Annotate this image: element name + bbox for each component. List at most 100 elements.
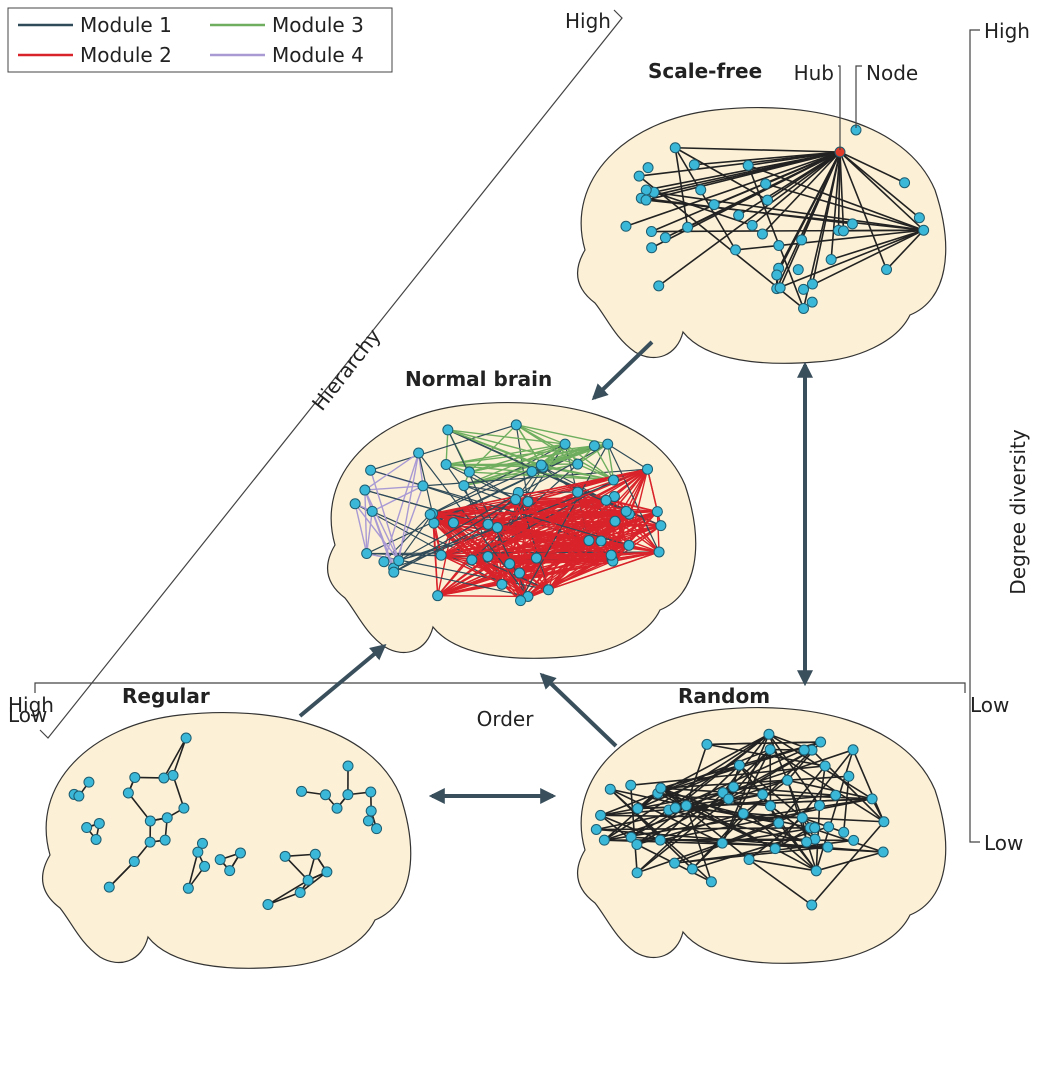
edge bbox=[432, 464, 542, 515]
node bbox=[830, 789, 842, 801]
edge bbox=[515, 424, 579, 465]
edge bbox=[437, 560, 614, 597]
node bbox=[669, 857, 681, 869]
edge bbox=[469, 445, 595, 473]
node bbox=[331, 802, 343, 814]
edge bbox=[515, 498, 658, 513]
node bbox=[823, 821, 835, 833]
edge bbox=[747, 165, 805, 309]
edge bbox=[802, 816, 884, 823]
node bbox=[129, 771, 141, 783]
node bbox=[279, 850, 291, 862]
node bbox=[810, 865, 822, 877]
node bbox=[806, 278, 818, 290]
node bbox=[825, 254, 837, 266]
node bbox=[365, 805, 377, 817]
node bbox=[877, 846, 889, 858]
node bbox=[361, 548, 373, 560]
node bbox=[796, 812, 808, 824]
node bbox=[837, 225, 849, 237]
node bbox=[609, 515, 621, 527]
edge bbox=[722, 792, 817, 872]
node bbox=[83, 776, 95, 788]
node bbox=[655, 520, 667, 532]
edge bbox=[600, 814, 661, 841]
edge bbox=[706, 741, 821, 746]
edge bbox=[802, 816, 844, 834]
node bbox=[510, 494, 522, 506]
edge bbox=[440, 554, 549, 591]
edge bbox=[527, 510, 627, 598]
node bbox=[144, 815, 156, 827]
node bbox=[792, 264, 804, 276]
node bbox=[659, 232, 671, 244]
edge bbox=[612, 551, 660, 562]
edge bbox=[646, 469, 659, 512]
edge bbox=[830, 229, 924, 261]
node bbox=[161, 812, 173, 824]
node bbox=[458, 480, 470, 492]
node bbox=[625, 779, 637, 791]
edge bbox=[447, 429, 578, 465]
edge bbox=[469, 443, 566, 473]
node bbox=[365, 464, 377, 476]
node bbox=[773, 240, 785, 252]
degree-high: High bbox=[984, 19, 1030, 43]
legend: Module 1 Module 2 Module 3 Module 4 bbox=[18, 13, 364, 67]
edge bbox=[393, 567, 529, 598]
edge bbox=[665, 151, 841, 239]
edge bbox=[383, 514, 431, 563]
edge bbox=[747, 164, 924, 231]
edge bbox=[600, 779, 788, 817]
edge bbox=[432, 513, 529, 598]
edge bbox=[364, 490, 368, 554]
node bbox=[378, 556, 390, 568]
node bbox=[729, 244, 741, 256]
edge bbox=[588, 468, 649, 541]
node bbox=[899, 177, 911, 189]
edge bbox=[685, 804, 776, 850]
node bbox=[633, 170, 645, 182]
node bbox=[366, 505, 378, 517]
node bbox=[846, 218, 858, 230]
edge bbox=[639, 151, 841, 177]
node bbox=[535, 459, 547, 471]
node bbox=[491, 522, 503, 534]
node bbox=[440, 459, 452, 471]
edge bbox=[735, 244, 779, 251]
node bbox=[590, 824, 602, 836]
brain-outline bbox=[577, 707, 947, 964]
node bbox=[359, 484, 371, 496]
legend-label: Module 4 bbox=[272, 43, 364, 67]
node bbox=[806, 899, 818, 911]
edge bbox=[629, 785, 638, 873]
node bbox=[482, 551, 494, 563]
node bbox=[595, 535, 607, 547]
node bbox=[878, 816, 890, 828]
edge bbox=[659, 764, 740, 841]
edge bbox=[393, 468, 648, 569]
edge bbox=[163, 737, 187, 779]
node bbox=[365, 786, 377, 798]
node bbox=[742, 159, 754, 171]
node bbox=[515, 595, 527, 607]
node bbox=[913, 212, 925, 224]
edge bbox=[536, 557, 613, 562]
degree-title: Degree diversity bbox=[1006, 429, 1030, 595]
arrow bbox=[591, 340, 654, 401]
edge bbox=[515, 498, 660, 553]
edge bbox=[603, 792, 659, 841]
node bbox=[733, 759, 745, 771]
edge bbox=[636, 798, 730, 874]
node bbox=[682, 221, 694, 233]
node bbox=[774, 282, 786, 294]
node bbox=[705, 876, 717, 888]
node bbox=[848, 834, 860, 846]
edge bbox=[445, 463, 516, 501]
edge bbox=[604, 839, 828, 848]
node bbox=[598, 834, 610, 846]
node bbox=[773, 817, 785, 829]
node bbox=[688, 159, 700, 171]
edge bbox=[694, 151, 841, 166]
node bbox=[466, 554, 478, 566]
